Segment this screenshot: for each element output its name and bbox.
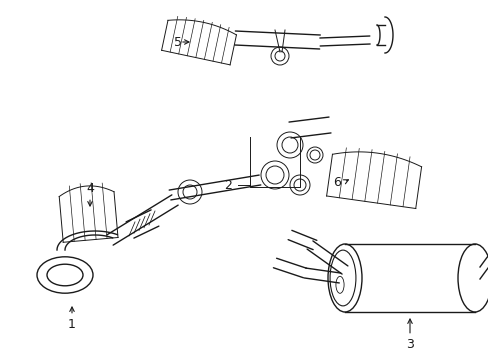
Text: 6: 6 [332, 176, 340, 189]
Text: 5: 5 [174, 36, 182, 49]
Text: 2: 2 [224, 179, 231, 192]
Text: 3: 3 [405, 319, 413, 351]
Text: 4: 4 [86, 181, 94, 206]
Text: 1: 1 [68, 307, 76, 332]
